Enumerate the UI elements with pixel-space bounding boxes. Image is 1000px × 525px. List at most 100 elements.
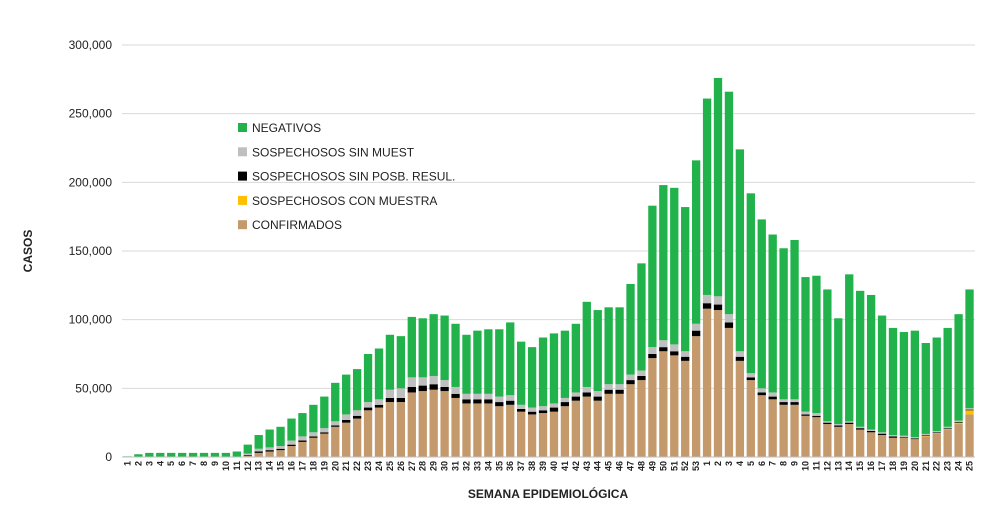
bar-segment: [419, 391, 427, 457]
x-tick-label: 21: [341, 461, 351, 471]
bar-segment: [342, 423, 350, 457]
bar-segment: [397, 388, 405, 398]
bar-segment: [561, 331, 569, 398]
bar-segment: [473, 331, 481, 394]
bar-segment: [944, 430, 952, 457]
bar-segment: [889, 328, 897, 435]
bar-segment: [922, 436, 930, 457]
bar-segment: [615, 384, 623, 389]
y-tick-label: 100,000: [69, 313, 113, 327]
legend-label: SOSPECHOSOS SIN MUEST: [252, 145, 415, 159]
x-tick-label: 18: [888, 461, 898, 471]
bar-segment: [331, 421, 339, 425]
x-tick-label: 16: [866, 461, 876, 471]
bar-segment: [637, 380, 645, 457]
bar-segment: [670, 351, 678, 355]
x-tick-label: 18: [308, 461, 318, 471]
bar-segment: [911, 439, 919, 457]
bar-segment: [572, 401, 580, 457]
bar-segment: [769, 397, 777, 400]
bar-segment: [758, 395, 766, 457]
bar-segment: [954, 422, 962, 423]
bar-segment: [594, 310, 602, 391]
x-tick-label: 11: [232, 461, 242, 471]
bar-segment: [342, 420, 350, 423]
bar-segment: [933, 338, 941, 432]
bar-segment: [889, 438, 897, 457]
x-tick-label: 36: [505, 461, 515, 471]
bar-segment: [779, 399, 787, 402]
bar-segment: [911, 438, 919, 439]
x-tick-label: 25: [965, 461, 975, 471]
bar-segment: [758, 388, 766, 392]
x-tick-label: 6: [177, 461, 187, 466]
legend-swatch: [238, 147, 247, 156]
x-tick-label: 7: [768, 461, 778, 466]
bar-segment: [451, 387, 459, 394]
bar-segment: [419, 318, 427, 377]
bar-segment: [648, 358, 656, 457]
bar-segment: [812, 416, 820, 417]
bar-segment: [736, 149, 744, 351]
bar-segment: [298, 413, 306, 436]
bar-segment: [386, 390, 394, 398]
bar-segment: [222, 453, 230, 457]
bar-segment: [845, 423, 853, 424]
bar-segment: [244, 455, 252, 456]
bar-segment: [550, 333, 558, 403]
bar-segment: [572, 324, 580, 393]
bar-segment: [714, 305, 722, 310]
bar-segment: [473, 394, 481, 399]
bar-segment: [495, 406, 503, 457]
bar-segment: [594, 391, 602, 396]
y-tick-label: 150,000: [69, 244, 113, 258]
bar-segment: [889, 436, 897, 437]
bar-segment: [747, 373, 755, 377]
bar-segment: [681, 361, 689, 457]
bar-segment: [265, 430, 273, 448]
x-tick-label: 4: [155, 461, 165, 466]
bar-segment: [714, 310, 722, 457]
x-tick-label: 25: [385, 461, 395, 471]
x-tick-label: 35: [494, 461, 504, 471]
x-tick-label: 2: [713, 461, 723, 466]
bar-segment: [265, 452, 273, 457]
bar-segment: [747, 377, 755, 380]
bar-segment: [473, 403, 481, 457]
x-tick-label: 16: [287, 461, 297, 471]
bar-segment: [790, 240, 798, 399]
bar-segment: [539, 338, 547, 407]
bar-segment: [911, 437, 919, 438]
bar-segment: [484, 329, 492, 394]
bar-segment: [714, 78, 722, 296]
bar-segment: [878, 316, 886, 433]
bar-segment: [298, 442, 306, 457]
bar-segment: [430, 314, 438, 376]
bar-segment: [244, 445, 252, 454]
x-tick-label: 5: [746, 461, 756, 466]
bar-segment: [550, 412, 558, 457]
bar-segment: [965, 410, 973, 411]
x-tick-label: 10: [800, 461, 810, 471]
bar-segment: [550, 403, 558, 407]
bar-segment: [167, 453, 175, 457]
bar-segment: [659, 185, 667, 340]
bar-segment: [320, 432, 328, 433]
bar-segment: [823, 423, 831, 424]
x-tick-label: 12: [822, 461, 832, 471]
bar-segment: [659, 340, 667, 347]
bar-segment: [397, 402, 405, 457]
bar-segment: [812, 413, 820, 416]
bar-segment: [255, 449, 263, 452]
bar-segment: [965, 289, 973, 408]
bar-segment: [954, 421, 962, 422]
bar-segment: [375, 408, 383, 457]
bar-segment: [528, 408, 536, 412]
bar-segment: [583, 302, 591, 387]
y-tick-label: 50,000: [75, 381, 112, 395]
bar-segment: [692, 324, 700, 331]
x-tick-label: 51: [669, 461, 679, 471]
bar-segment: [386, 398, 394, 402]
x-tick-label: 23: [943, 461, 953, 471]
bar-segment: [342, 414, 350, 419]
